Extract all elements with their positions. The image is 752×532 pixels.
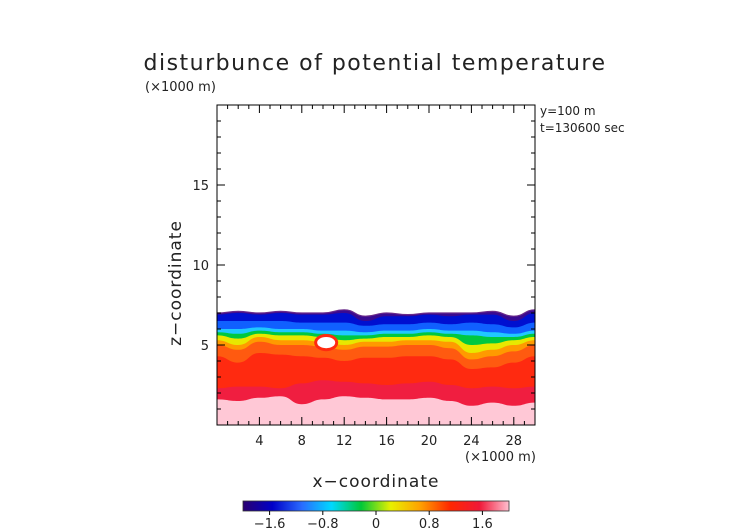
x-tick-label: 24 (463, 434, 480, 449)
y-axis-ticks: 5 10 15 (192, 120, 535, 410)
feature-local-maximum-0 (317, 337, 336, 349)
x-tick-label: 8 (298, 434, 306, 449)
colorbar-tick-label: −0.8 (307, 517, 339, 532)
x-tick-label: 12 (336, 434, 353, 449)
colorbar-tick-label: −1.6 (254, 517, 286, 532)
y-unit-label: (×1000 m) (145, 80, 216, 95)
annotation-t: t=130600 sec (540, 121, 625, 135)
contour-layer-10 (217, 396, 535, 425)
colorbar-tick-label: 0 (372, 517, 380, 532)
colorbar-ticks: −1.6 −0.8 0 0.8 1.6 (254, 511, 493, 532)
x-tick-label: 28 (506, 434, 523, 449)
x-tick-label: 20 (421, 434, 438, 449)
x-tick-label: 16 (378, 434, 395, 449)
disturbance-top-line (217, 309, 535, 317)
chart-title: disturbunce of potential temperature (144, 51, 607, 76)
x-unit-label: (×1000 m) (465, 450, 536, 465)
y-axis-label: z−coordinate (166, 220, 186, 346)
colorbar (242, 500, 510, 512)
annotation-y: y=100 m (540, 104, 596, 118)
y-tick-label: 10 (192, 259, 209, 274)
x-tick-label: 4 (255, 434, 263, 449)
y-tick-label: 15 (192, 179, 209, 194)
x-axis-label: x−coordinate (313, 472, 440, 492)
x-axis-ticks: 4 8 12 16 20 24 28 (227, 105, 525, 449)
temperature-field (217, 309, 535, 425)
colorbar-tick-label: 0.8 (419, 517, 440, 532)
colorbar-tick-label: 1.6 (472, 517, 493, 532)
y-tick-label: 5 (201, 339, 209, 354)
